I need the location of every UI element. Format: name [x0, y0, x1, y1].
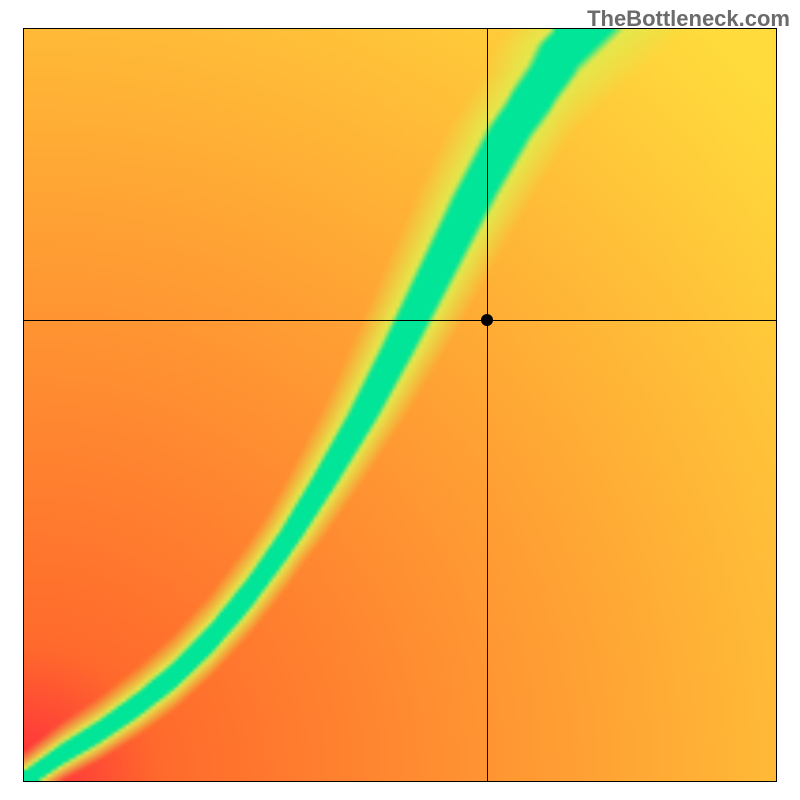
- bottleneck-heatmap-plot: [23, 28, 777, 782]
- crosshair-vertical: [487, 29, 488, 781]
- crosshair-marker: [481, 314, 493, 326]
- crosshair-horizontal: [24, 320, 776, 321]
- heatmap-canvas: [24, 29, 776, 781]
- watermark: TheBottleneck.com: [587, 6, 790, 32]
